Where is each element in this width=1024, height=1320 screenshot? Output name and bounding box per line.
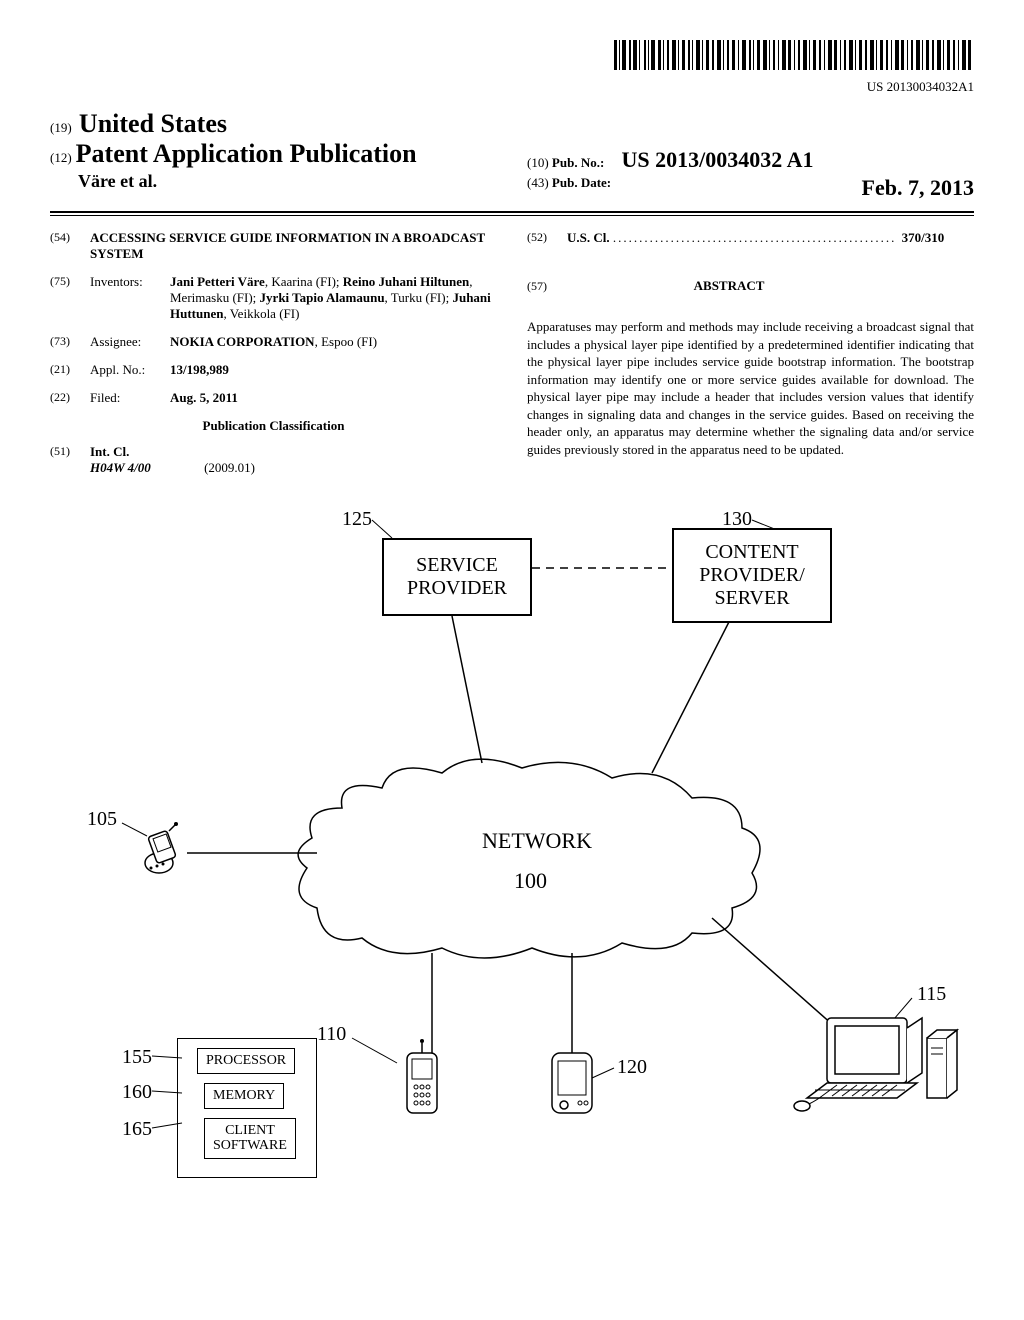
code-19: (19) [50,120,72,135]
pub-no: US 2013/0034032 A1 [622,147,814,172]
field-52: (52) U.S. Cl. ..........................… [527,230,974,246]
abstract-heading: ABSTRACT [550,278,908,294]
field-75: (75) Inventors: Jani Petteri Väre, Kaari… [50,274,497,322]
int-cl-date: (2009.01) [204,460,255,475]
us-cl: U.S. Cl. ...............................… [567,230,974,246]
ref-130: 130 [722,508,752,531]
country-line: (19) United States [50,109,497,139]
pub-date: Feb. 7, 2013 [862,175,974,201]
ref-120: 120 [617,1056,647,1079]
pub-type-line: (12) Patent Application Publication [50,139,497,169]
country-name: United States [79,109,227,138]
box-memory: MEMORY [204,1083,284,1109]
appl-no: 13/198,989 [170,362,497,378]
code-12: (12) [50,150,72,165]
field-22: (22) Filed: Aug. 5, 2011 [50,390,497,406]
authors-line: Väre et al. [50,171,497,192]
pub-no-label: Pub. No.: [552,155,604,170]
field-21: (21) Appl. No.: 13/198,989 [50,362,497,378]
box-processor: PROCESSOR [197,1048,295,1074]
code-75: (75) [50,274,90,322]
code-51: (51) [50,444,90,476]
ref-105: 105 [87,808,117,831]
box-client-sw: CLIENT SOFTWARE [204,1118,296,1159]
field-57: (57) ABSTRACT [527,278,974,308]
pub-type: Patent Application Publication [76,139,417,168]
dots: ........................................… [613,230,902,245]
ref-100: 100 [514,868,547,894]
int-cl-code: H04W 4/00 [90,460,151,475]
pub-no-line: (10) Pub. No.: US 2013/0034032 A1 [527,147,974,173]
barcode-graphic [614,40,974,70]
patent-page: US 20130034032A1 (19) United States (12)… [0,0,1024,1228]
pub-date-line: (43) Pub. Date: Feb. 7, 2013 [527,175,974,201]
field-54: (54) ACCESSING SERVICE GUIDE INFORMATION… [50,230,497,262]
ref-165: 165 [122,1118,152,1141]
field-73: (73) Assignee: NOKIA CORPORATION, Espoo … [50,334,497,350]
content-provider-text: CONTENT PROVIDER/ SERVER [674,541,830,610]
pub-date-label: Pub. Date: [552,175,611,190]
label-assignee: Assignee: [90,334,170,350]
label-filed: Filed: [90,390,170,406]
abstract-text: Apparatuses may perform and methods may … [527,318,974,458]
code-21: (21) [50,362,90,378]
code-73: (73) [50,334,90,350]
label-applno: Appl. No.: [90,362,170,378]
service-provider-text: SERVICE PROVIDER [384,554,530,600]
rule-thick [50,211,974,213]
code-10: (10) [527,155,549,170]
header-left: (19) United States (12) Patent Applicati… [50,109,497,203]
ref-125: 125 [342,508,372,531]
biblio-right: (52) U.S. Cl. ..........................… [527,230,974,478]
barcode-text: US 20130034032A1 [50,79,974,95]
header: (19) United States (12) Patent Applicati… [50,109,974,203]
field-51: (51) Int. Cl. H04W 4/00 (2009.01) [50,444,497,476]
header-right: (10) Pub. No.: US 2013/0034032 A1 (43) P… [527,109,974,203]
filed-date: Aug. 5, 2011 [170,390,497,406]
assignee: NOKIA CORPORATION, Espoo (FI) [170,334,497,350]
ref-155: 155 [122,1046,152,1069]
rule-thin [50,215,974,216]
code-54: (54) [50,230,90,262]
bibliographic: (54) ACCESSING SERVICE GUIDE INFORMATION… [50,230,974,478]
classification-heading: Publication Classification [50,418,497,434]
code-52: (52) [527,230,567,246]
biblio-left: (54) ACCESSING SERVICE GUIDE INFORMATION… [50,230,497,478]
ref-160: 160 [122,1081,152,1104]
box-content-provider: CONTENT PROVIDER/ SERVER [672,528,832,623]
figure: SERVICE PROVIDER CONTENT PROVIDER/ SERVE… [52,508,972,1188]
ref-115: 115 [917,983,946,1006]
code-43: (43) [527,175,549,190]
ref-110: 110 [317,1023,346,1046]
int-cl: Int. Cl. H04W 4/00 (2009.01) [90,444,497,476]
label-inventors: Inventors: [90,274,170,322]
code-22: (22) [50,390,90,406]
barcode-row [50,40,974,75]
invention-title: ACCESSING SERVICE GUIDE INFORMATION IN A… [90,230,497,262]
inventors: Jani Petteri Väre, Kaarina (FI); Reino J… [170,274,497,322]
network-label: NETWORK [482,828,592,854]
box-service-provider: SERVICE PROVIDER [382,538,532,616]
code-57: (57) [527,279,547,293]
